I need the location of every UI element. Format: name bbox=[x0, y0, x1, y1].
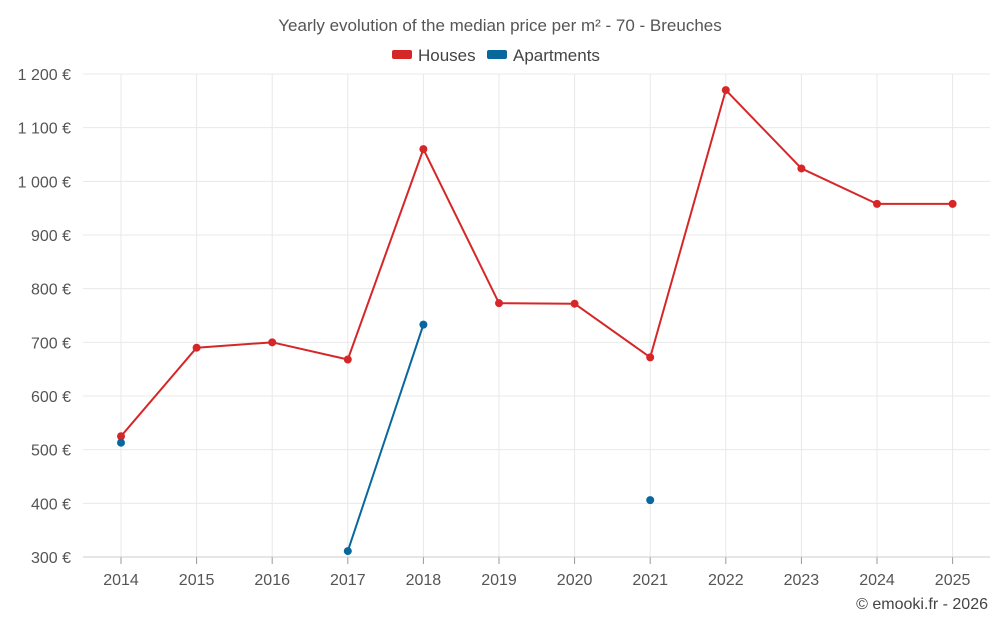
x-tick-label-2014: 2014 bbox=[103, 572, 139, 589]
y-tick-label-400: 400 € bbox=[31, 496, 71, 513]
data-point-houses-2016[interactable] bbox=[268, 338, 277, 347]
x-tick-label-2015: 2015 bbox=[179, 572, 215, 589]
y-tick-label-1100: 1 100 € bbox=[18, 121, 71, 138]
series-lines bbox=[120, 89, 953, 552]
y-tick-label-600: 600 € bbox=[31, 389, 71, 406]
x-tick-label-2021: 2021 bbox=[632, 572, 668, 589]
x-tick-label-2018: 2018 bbox=[406, 572, 442, 589]
data-point-houses-2023[interactable] bbox=[797, 164, 806, 173]
series-points bbox=[117, 86, 957, 556]
data-point-apartments-2018[interactable] bbox=[419, 320, 428, 329]
y-tick-label-1000: 1 000 € bbox=[18, 174, 71, 191]
x-tick-label-2019: 2019 bbox=[481, 572, 517, 589]
legend-item-apartments[interactable]: Apartments bbox=[487, 46, 600, 65]
y-tick-label-700: 700 € bbox=[31, 335, 71, 352]
data-point-houses-2014[interactable] bbox=[117, 432, 125, 441]
x-tick-label-2020: 2020 bbox=[557, 572, 593, 589]
data-point-apartments-2017[interactable] bbox=[343, 547, 352, 556]
y-gridlines bbox=[83, 73, 990, 558]
legend-swatch-apartments bbox=[487, 50, 507, 59]
data-point-apartments-2014[interactable] bbox=[117, 438, 125, 447]
y-tick-label-900: 900 € bbox=[31, 228, 71, 245]
y-tick-label-1200: 1 200 € bbox=[18, 67, 71, 84]
data-point-houses-2021[interactable] bbox=[646, 353, 655, 362]
x-gridlines bbox=[120, 74, 954, 557]
x-tick-label-2024: 2024 bbox=[859, 572, 895, 589]
series-line-houses-0 bbox=[120, 89, 953, 437]
y-tick-label-300: 300 € bbox=[31, 550, 71, 567]
x-tick-label-2017: 2017 bbox=[330, 572, 366, 589]
data-point-houses-2025[interactable] bbox=[948, 199, 957, 208]
data-point-houses-2020[interactable] bbox=[570, 299, 579, 308]
data-point-houses-2018[interactable] bbox=[419, 145, 428, 154]
legend-swatch-houses bbox=[392, 50, 412, 59]
x-tick-label-2016: 2016 bbox=[254, 572, 290, 589]
x-axis: 2014 2015 2016 2017 2018 2019 2020 2021 2022 2023… bbox=[83, 556, 990, 589]
legend-label-apartments: Apartments bbox=[513, 46, 600, 65]
credit-text: © emooki.fr - 2026 bbox=[856, 596, 988, 613]
x-tick-label-2022: 2022 bbox=[708, 572, 744, 589]
legend-label-houses: Houses bbox=[418, 46, 476, 65]
y-tick-label-500: 500 € bbox=[31, 443, 71, 460]
y-axis: 300 € 400 € 500 € 600 € 700 € 800 € 900 € 1 000… bbox=[18, 67, 71, 567]
data-point-houses-2019[interactable] bbox=[495, 299, 503, 308]
data-point-houses-2022[interactable] bbox=[721, 86, 730, 95]
chart-title: Yearly evolution of the median price per… bbox=[278, 16, 722, 35]
series-line-apartments-0 bbox=[346, 324, 425, 552]
data-point-houses-2024[interactable] bbox=[873, 199, 881, 208]
data-point-houses-2015[interactable] bbox=[192, 343, 201, 352]
chart-legend: Houses Apartments bbox=[392, 46, 600, 65]
y-tick-label-800: 800 € bbox=[31, 282, 71, 299]
data-point-houses-2017[interactable] bbox=[343, 355, 352, 364]
x-tick-label-2025: 2025 bbox=[935, 572, 971, 589]
legend-item-houses[interactable]: Houses bbox=[392, 46, 476, 65]
x-tick-label-2023: 2023 bbox=[784, 572, 820, 589]
data-point-apartments-2021[interactable] bbox=[646, 496, 655, 505]
